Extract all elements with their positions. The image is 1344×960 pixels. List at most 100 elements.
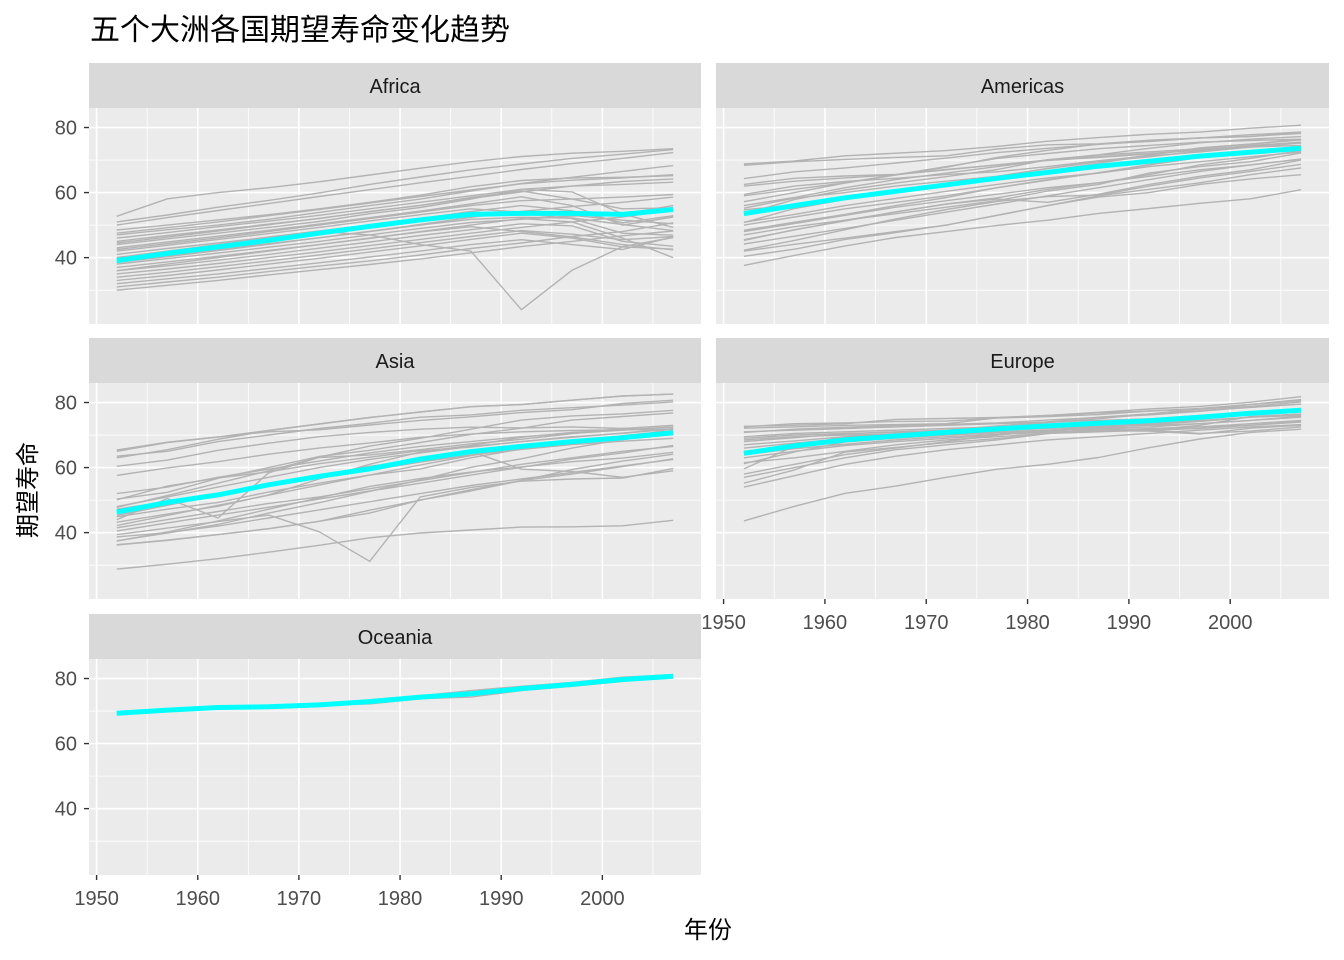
country-line [116,232,674,282]
x-axis-title: 年份 [684,916,732,944]
facet-europe: Europe 1950 1960 1970 1980 1990 2000 [701,338,1329,634]
y-tick-label: 80 [55,393,77,415]
country-line [116,451,674,542]
chart-title: 五个大洲各国期望寿命变化趋势 [90,13,510,48]
y-tick-label: 40 [55,523,77,545]
facet-oceania: Oceania 40 60 80 1950 1960 1970 1980 1990 2000 [55,614,701,910]
facet-strip-label: Europe [990,351,1055,373]
country-line [743,189,1302,267]
x-tick-label: 1990 [1107,612,1152,634]
country-line [743,131,1302,203]
x-tick-label: 2000 [580,888,625,910]
country-line [116,445,674,529]
country-line [116,409,674,508]
country-line [743,124,1302,165]
facet-asia: Asia 40 60 80 [55,338,701,599]
country-line [116,428,674,508]
facet-strip [89,63,701,108]
panel-background [89,383,701,599]
y-tick-label: 60 [55,734,77,756]
x-tick-label: 1960 [175,888,220,910]
y-tick-label: 60 [55,183,77,205]
y-axis-title: 期望寿命 [14,442,42,538]
country-line [116,458,674,546]
x-tick-label: 1960 [803,612,848,634]
country-line [116,174,674,234]
country-line [116,178,674,244]
y-tick-label: 80 [55,669,77,691]
country-line [116,432,674,542]
continent-mean-line [116,207,674,264]
continent-mean-line [116,673,674,716]
country-line [116,458,674,538]
facet-strip-label: Africa [369,76,421,98]
country-line [116,426,674,467]
country-line [116,164,674,236]
country-line [116,151,674,226]
country-line [743,174,1302,257]
x-tick-label: 1950 [701,612,746,634]
x-tick-label: 1980 [1005,612,1050,634]
facet-strip [89,338,701,383]
country-line [116,399,674,451]
country-line [116,188,674,246]
facet-strip-label: Americas [981,76,1064,98]
facet-strip [716,338,1329,383]
facet-strip [716,63,1329,108]
country-line [116,148,674,217]
facet-strip-label: Asia [376,351,416,373]
country-line [116,209,674,275]
country-line [743,159,1302,242]
y-tick-label: 40 [55,799,77,821]
country-line [116,393,674,459]
country-line [743,403,1302,443]
continent-mean-line [743,145,1302,217]
country-line [116,196,674,264]
country-line [116,175,674,231]
country-line [116,148,674,223]
y-tick-label: 60 [55,458,77,480]
facet-strip [89,614,701,659]
country-series [116,393,674,570]
country-line [743,163,1302,251]
country-line [116,217,674,272]
country-line [743,396,1302,429]
facet-strip-label: Oceania [358,627,433,649]
country-line [116,428,674,477]
country-line [116,223,674,272]
country-line [116,401,674,457]
country-line [743,141,1302,187]
y-tick-label: 80 [55,118,77,140]
panel-background [89,659,701,875]
continent-mean-line [743,407,1302,456]
x-tick-label: 1970 [904,612,949,634]
x-tick-label: 2000 [1208,612,1253,634]
y-tick-label: 40 [55,248,77,270]
country-line [116,426,674,495]
country-line [743,428,1302,522]
country-line [743,144,1302,207]
country-line [743,151,1302,226]
facet-panels: Africa 40 60 80 Americas Asia 40 60 80 Europe 1950… [55,63,1329,910]
country-line [743,138,1302,197]
country-line [116,444,674,532]
country-line [116,519,674,570]
country-line [116,230,674,291]
country-line [743,423,1302,488]
country-line [116,236,674,285]
facet-americas: Americas [716,63,1329,324]
country-line [743,142,1302,196]
x-tick-label: 1970 [277,888,322,910]
country-line [743,420,1302,441]
country-line [743,421,1302,464]
country-line [743,158,1302,245]
x-tick-label: 1950 [74,888,119,910]
x-tick-label: 1990 [479,888,524,910]
country-line [116,222,674,288]
country-line [116,196,674,249]
country-line [116,193,674,251]
continent-mean-line [116,430,674,515]
facet-africa: Africa 40 60 80 [55,63,701,324]
country-line [116,412,674,500]
